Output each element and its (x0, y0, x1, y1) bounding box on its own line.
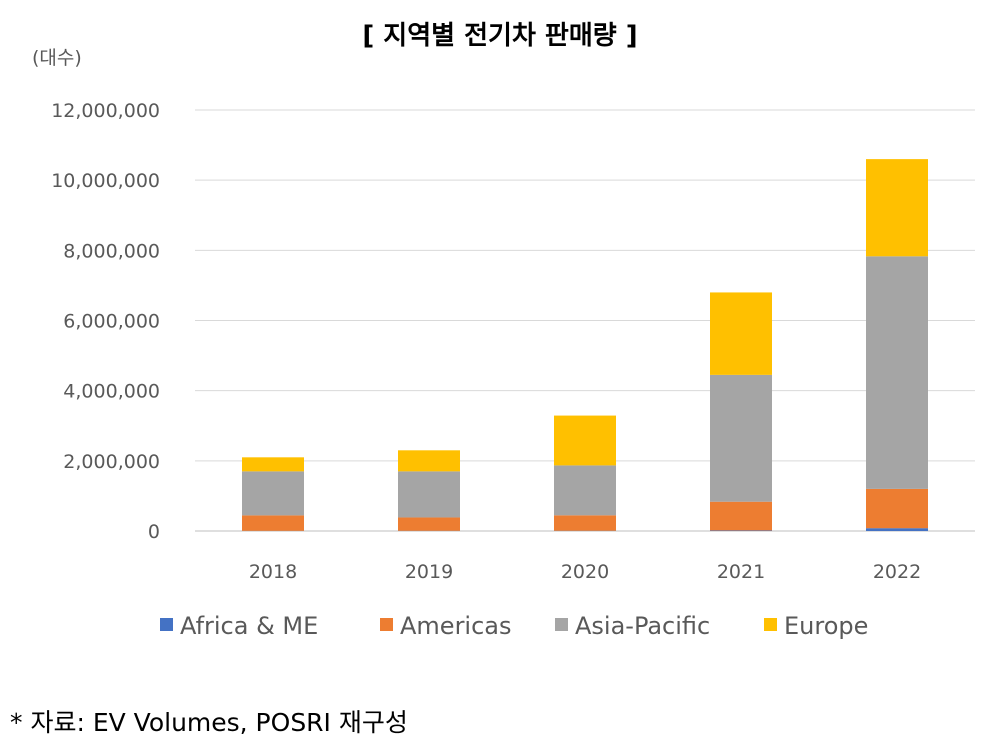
y-axis-ticks: 0 2,000,000 4,000,000 6,000,000 8,000,000 10,… (51, 100, 160, 543)
bar-africa-me-2022 (866, 528, 928, 531)
legend-swatch (764, 618, 777, 631)
x-tick-label: 2022 (873, 561, 921, 583)
x-axis-ticks: 2018 2019 2020 2021 2022 (249, 561, 921, 583)
stacked-bar-chart: [ 지역별 전기차 판매량 ] (대수) 0 2,000,000 4,000,000… (32, 21, 975, 640)
legend-swatch (380, 618, 393, 631)
source-note: * 자료: EV Volumes, POSRI 재구성 (10, 708, 408, 737)
y-tick-label: 6,000,000 (63, 311, 160, 333)
bar-americas-2019 (398, 517, 460, 531)
x-tick-label: 2020 (561, 561, 609, 583)
bar-asia-pacific-2020 (554, 465, 616, 516)
legend: Africa & ME Americas Asia-Pacific Europe (160, 612, 868, 640)
x-tick-label: 2019 (405, 561, 453, 583)
bar-asia-pacific-2022 (866, 256, 928, 489)
legend-label: Europe (784, 612, 868, 640)
bar-europe-2019 (398, 450, 460, 472)
y-tick-label: 4,000,000 (63, 381, 160, 403)
bar-europe-2020 (554, 415, 616, 466)
x-tick-label: 2021 (717, 561, 765, 583)
bar-asia-pacific-2018 (242, 471, 304, 516)
y-axis-label: (대수) (32, 47, 82, 69)
bar-europe-2021 (710, 292, 772, 375)
bar-asia-pacific-2019 (398, 471, 460, 518)
bar-europe-2018 (242, 457, 304, 472)
y-tick-label: 8,000,000 (63, 240, 160, 262)
bar-americas-2022 (866, 488, 928, 529)
y-tick-label: 10,000,000 (51, 170, 160, 192)
bar-americas-2020 (554, 515, 616, 531)
y-tick-label: 0 (148, 521, 160, 543)
legend-label: Americas (400, 612, 512, 640)
bar-europe-2022 (866, 159, 928, 257)
bar-americas-2018 (242, 515, 304, 531)
legend-label: Africa & ME (180, 612, 318, 640)
y-tick-label: 2,000,000 (63, 451, 160, 473)
legend-swatch (160, 618, 173, 631)
bars (242, 159, 928, 531)
bar-africa-me-2021 (710, 530, 772, 531)
bar-asia-pacific-2021 (710, 374, 772, 502)
x-tick-label: 2018 (249, 561, 297, 583)
legend-swatch (555, 618, 568, 631)
y-tick-label: 12,000,000 (51, 100, 160, 122)
legend-label: Asia-Pacific (575, 612, 710, 640)
gridlines (195, 109, 975, 532)
chart-title: [ 지역별 전기차 판매량 ] (362, 21, 637, 51)
bar-americas-2021 (710, 501, 772, 531)
